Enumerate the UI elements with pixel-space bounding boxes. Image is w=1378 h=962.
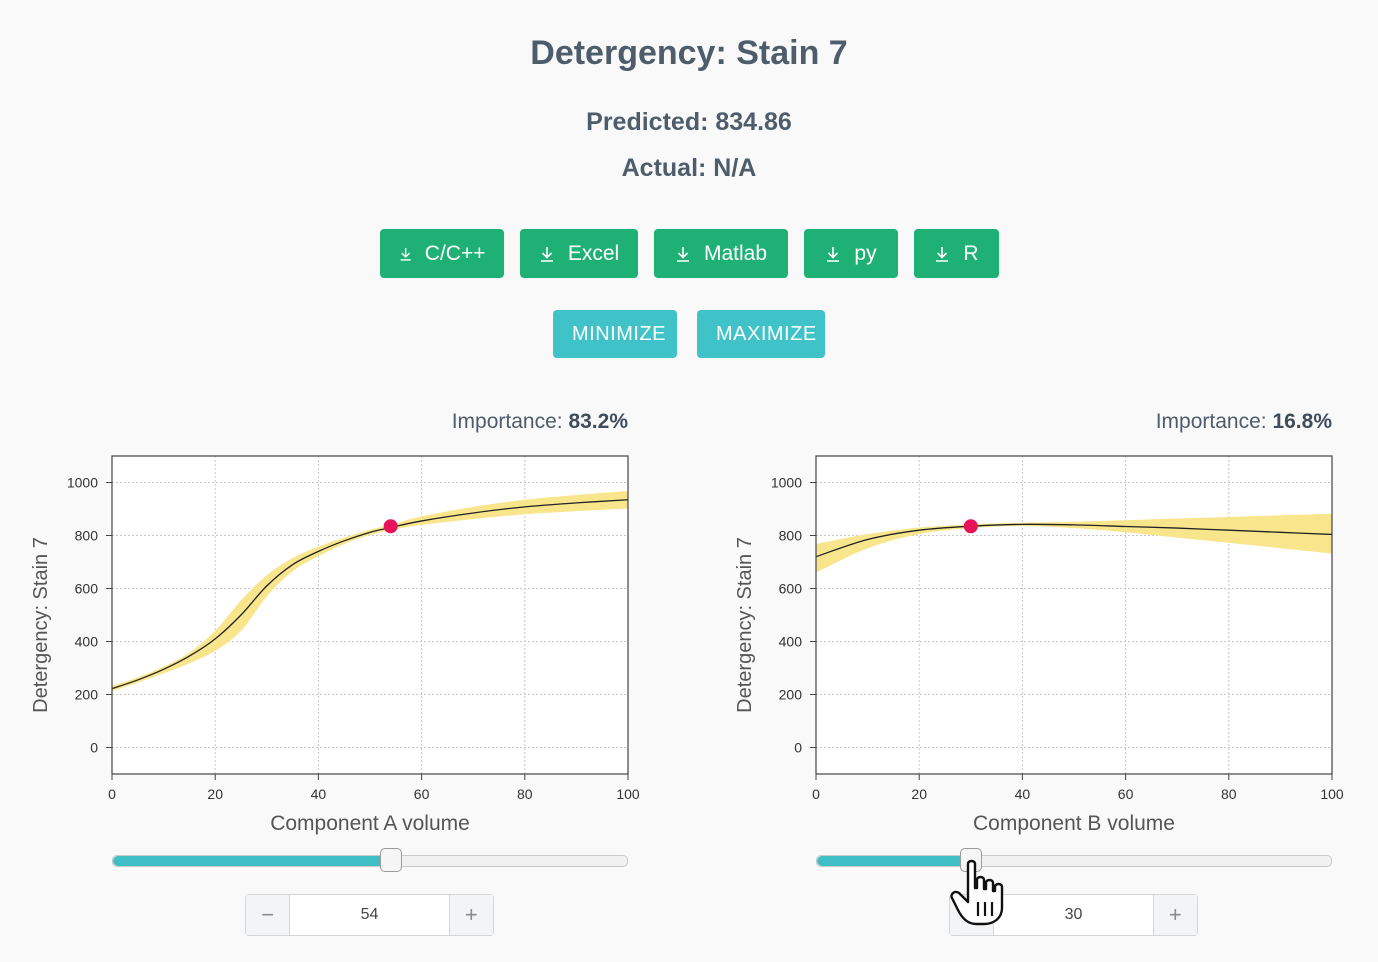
download-py-button[interactable]: py: [803, 229, 898, 278]
slider-b-fill: [817, 856, 972, 866]
stepper-b-value[interactable]: 30: [993, 895, 1154, 935]
x-axis-label: Component A volume: [270, 812, 470, 835]
download-cpp-label: C/C++: [424, 241, 486, 265]
increment-button[interactable]: +: [449, 895, 493, 935]
predicted-value: Predicted: 834.86: [586, 108, 792, 136]
download-cpp-button[interactable]: C/C++: [379, 229, 504, 278]
x-tick-label: 40: [311, 786, 327, 802]
page-title: Detergency: Stain 7: [530, 34, 848, 72]
hand-cursor-icon: [950, 859, 1004, 926]
y-tick-label: 0: [90, 740, 98, 756]
download-buttons: C/C++ Excel Matlab py R: [0, 229, 1378, 278]
stepper-a-value[interactable]: 54: [289, 895, 450, 935]
importance-b: Importance: 16.8%: [1080, 410, 1332, 434]
y-tick-label: 200: [75, 687, 99, 703]
x-tick-label: 40: [1015, 786, 1031, 802]
download-r-label: R: [963, 241, 979, 265]
importance-a: Importance: 83.2%: [380, 410, 628, 434]
y-tick-label: 800: [779, 528, 803, 544]
prediction-line: [815, 523, 1333, 558]
prediction-line: [111, 499, 629, 690]
y-tick-label: 200: [779, 687, 803, 703]
plot-area: [816, 456, 1332, 774]
importance-b-label: Importance:: [1155, 410, 1267, 433]
current-point-marker: [963, 519, 978, 534]
download-matlab-label: Matlab: [703, 241, 768, 265]
download-icon: [400, 247, 411, 261]
y-axis-label: Detergency: Stain 7: [734, 537, 756, 713]
y-tick-label: 1000: [67, 475, 98, 491]
x-tick-label: 0: [812, 786, 820, 802]
slider-component-a[interactable]: [112, 848, 628, 872]
importance-a-label: Importance:: [451, 410, 563, 433]
download-excel-label: Excel: [567, 241, 620, 265]
slider-a-fill: [113, 856, 391, 866]
y-tick-label: 600: [779, 581, 803, 597]
slider-a-thumb[interactable]: [379, 848, 402, 872]
download-py-label: py: [854, 241, 877, 265]
y-axis-label: Detergency: Stain 7: [30, 537, 52, 713]
decrement-button[interactable]: −: [246, 895, 290, 935]
plot-frame: [815, 455, 1333, 775]
x-axis-label: Component B volume: [973, 812, 1175, 835]
stepper-component-a: − 54 +: [245, 894, 494, 936]
download-icon: [540, 246, 553, 262]
download-icon: [827, 246, 840, 262]
importance-b-value: 16.8%: [1272, 410, 1332, 433]
download-icon: [936, 246, 949, 262]
x-tick-label: 80: [517, 786, 533, 802]
download-excel-button[interactable]: Excel: [519, 229, 638, 278]
minimize-button[interactable]: MINIMIZE: [553, 310, 677, 358]
current-point-marker: [383, 519, 398, 534]
importance-a-value: 83.2%: [568, 410, 628, 433]
x-tick-label: 20: [207, 786, 223, 802]
x-tick-label: 60: [414, 786, 430, 802]
y-tick-label: 0: [794, 740, 802, 756]
x-tick-label: 60: [1118, 786, 1134, 802]
confidence-band: [112, 490, 628, 692]
y-tick-label: 600: [75, 581, 99, 597]
x-tick-label: 0: [108, 786, 116, 802]
maximize-button[interactable]: MAXIMIZE: [697, 310, 825, 358]
x-tick-label: 100: [1320, 786, 1344, 802]
y-tick-label: 800: [75, 528, 99, 544]
increment-button[interactable]: +: [1153, 895, 1197, 935]
download-icon: [676, 246, 689, 262]
plot-frame: [111, 455, 629, 775]
download-matlab-button[interactable]: Matlab: [653, 229, 788, 278]
y-tick-label: 1000: [771, 475, 802, 491]
slider-component-b[interactable]: [816, 848, 1332, 872]
x-tick-label: 100: [616, 786, 640, 802]
y-tick-label: 400: [75, 634, 99, 650]
download-r-button[interactable]: R: [913, 229, 999, 278]
actual-value: Actual: N/A: [621, 154, 757, 182]
x-tick-label: 20: [911, 786, 927, 802]
y-tick-label: 400: [779, 634, 803, 650]
optimize-buttons: MINIMIZE MAXIMIZE: [0, 310, 1378, 358]
x-tick-label: 80: [1221, 786, 1237, 802]
